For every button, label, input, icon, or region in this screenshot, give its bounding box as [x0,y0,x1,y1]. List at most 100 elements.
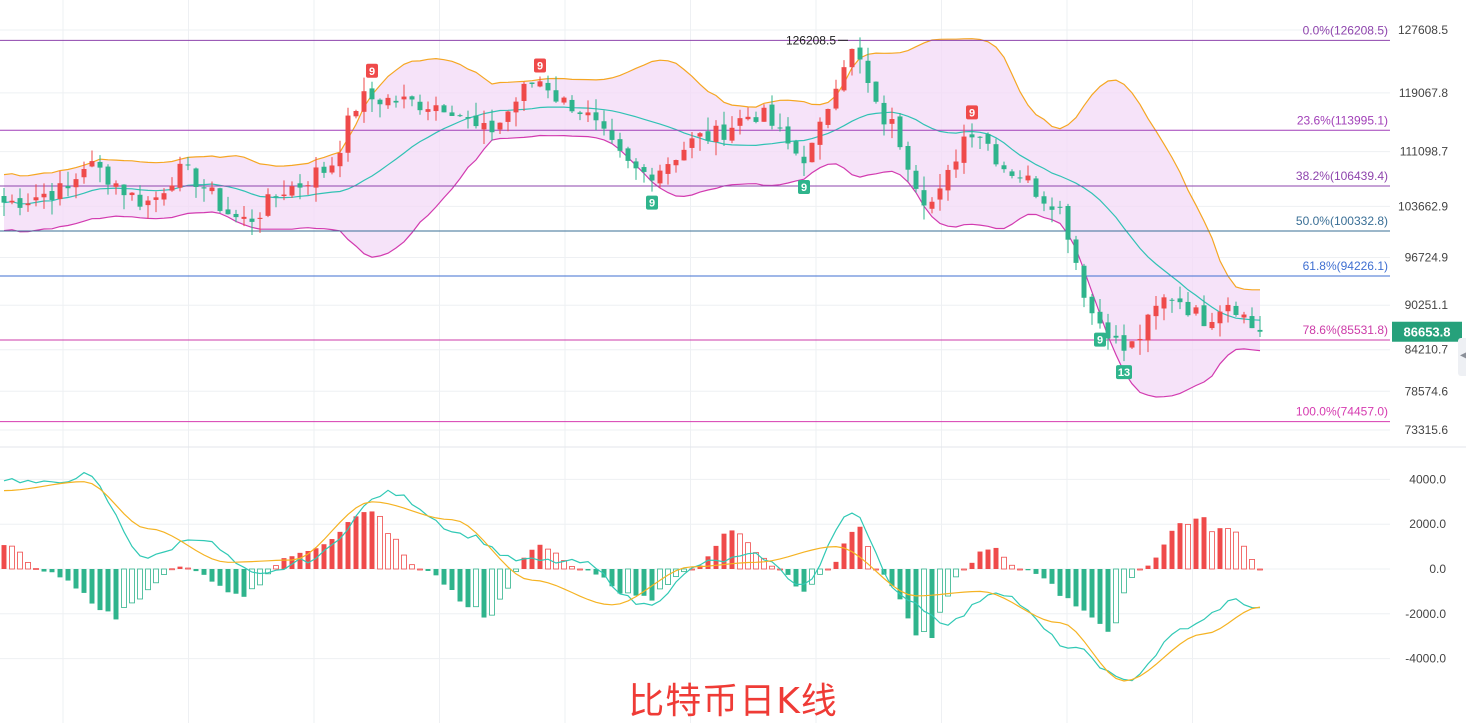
macd-histogram-bar [377,515,383,570]
macd-histogram-bar [241,569,247,597]
current-price-label: 86653.8 [1404,325,1451,340]
candle-body [185,164,191,166]
td-marker-label: 13 [1118,367,1130,379]
candle-body [913,170,919,189]
candle-body [537,81,543,87]
macd-histogram-bar [1201,517,1207,569]
candle-body [473,115,479,127]
macd-histogram-bar [1257,568,1263,571]
bollinger-lower-line [3,134,1261,398]
candle-body [113,183,119,187]
macd-histogram-bar [289,556,295,569]
candle-body [729,127,735,141]
fib-label: 78.6%(85531.8) [1303,323,1388,337]
candle-body [633,161,639,169]
td-marker-badge [798,180,810,195]
candle-body [993,144,999,165]
candle-body [657,170,663,184]
macd-histogram-bar [721,533,727,569]
macd-histogram-bar [825,568,831,571]
macd-histogram-bar [1161,544,1167,569]
macd-histogram-bar [817,568,823,575]
macd-histogram-bar [865,546,871,570]
price-tick-label: 78574.6 [1405,384,1449,398]
macd-histogram-bar [433,569,439,576]
macd-histogram-bar [225,569,231,593]
fib-levels: 0.0%(126208.5) 23.6%(113995.1) 38.2%(10643… [0,23,1390,423]
candle-body [1241,314,1247,318]
candle-body [745,116,751,120]
macd-histogram-bar [257,568,263,586]
candle-body [441,105,447,113]
candle-body [793,141,799,154]
macd-histogram-bar [393,538,399,570]
candle-body [169,185,175,191]
candle-body [137,194,143,207]
candle-body [945,169,951,191]
candle-body [457,115,463,117]
macd-histogram-bar [361,512,367,569]
fib-label: 50.0%(100332.8) [1296,214,1388,228]
candle-body [1201,305,1207,327]
candle-body [1153,305,1159,317]
macd-histogram-bar [729,530,735,569]
candle-body [1161,297,1167,309]
side-panel-handle[interactable] [1458,338,1466,376]
candle-body [81,169,87,178]
macd-histogram-bar [905,569,911,619]
candle-body [601,121,607,129]
candle-body [177,163,183,188]
macd-histogram-bar [65,569,71,581]
macd-histogram-bar [161,568,167,575]
macd-histogram-bar [9,545,15,570]
macd-histogram-bar [169,568,175,571]
macd-histogram-bar [153,568,159,584]
candle-body [1169,299,1175,301]
candle-body [153,197,159,200]
macd-histogram-bar [193,569,199,572]
candle-body [281,194,287,197]
candle-body [1073,239,1079,263]
td-marker-label: 9 [369,66,375,78]
candle-body [1129,341,1135,348]
candle-body [681,149,687,161]
candle-body [201,187,207,189]
macd-histogram-bar [417,568,423,571]
candle-body [1249,316,1255,329]
candle-body [553,90,559,102]
macd-histogram-bar [1193,518,1199,569]
chevron-left-icon[interactable]: ◀ [1460,350,1466,361]
macd-histogram-bar [1121,568,1127,594]
candle-body [17,198,23,208]
candle-body [1,196,7,203]
candle-body [953,161,959,170]
macd-histogram-bar [353,516,359,569]
price-tick-label: 84210.7 [1405,343,1449,357]
macd-histogram-bar [273,565,279,570]
macd-histogram-bar [945,568,951,597]
td-marker-badge [646,195,658,210]
macd-dif-line [3,471,1261,682]
macd-histogram-bar [209,569,215,582]
candle-body [569,99,575,112]
macd-histogram-bar [585,569,591,571]
candle-body [689,138,695,148]
macd-histogram-bar [49,569,55,573]
td-marker-badge [366,63,378,78]
candle-body [817,121,823,145]
macd-histogram-bar [1041,569,1047,579]
td-marker-label: 9 [1097,335,1103,347]
macd-histogram-bar [697,565,703,569]
macd-histogram-bar [625,568,631,594]
macd-histogram-bar [929,569,935,639]
macd-histogram-bar [73,569,79,589]
macd-histogram-bar [537,544,543,569]
td-marker-badge [1094,332,1106,347]
macd-histogram-bar [81,569,87,593]
candle-body [321,166,327,173]
candle-body [217,188,223,211]
candle-body [193,168,199,188]
macd-histogram-bar [481,569,487,618]
macd-histogram-bar [897,569,903,600]
